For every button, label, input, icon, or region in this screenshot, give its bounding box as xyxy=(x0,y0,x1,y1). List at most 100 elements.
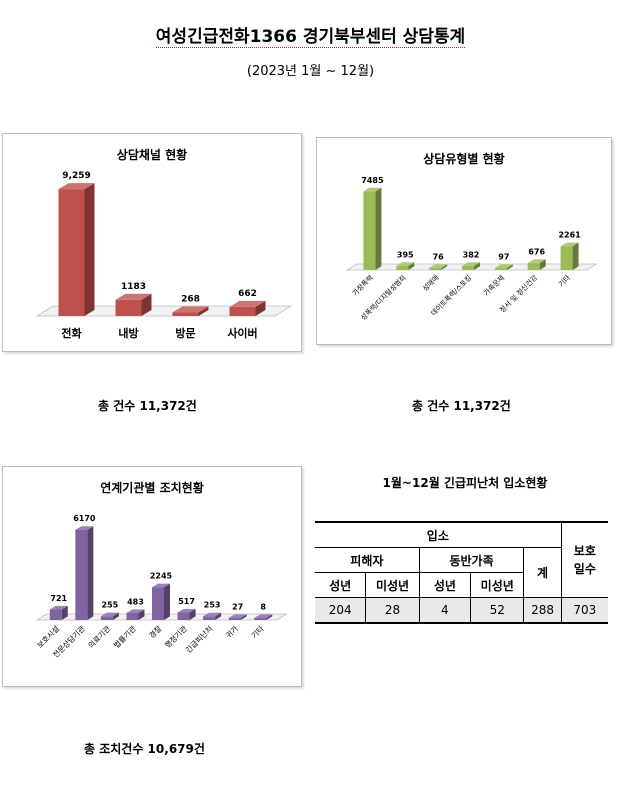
data-label: 517 xyxy=(178,597,195,606)
bar-top xyxy=(58,183,95,190)
channel-chart-panel: 상담채널 현황 9,259 전화 1183 내방 268 방문 662 사이버 xyxy=(2,133,302,352)
header-family: 동반가족 xyxy=(419,547,525,573)
bar xyxy=(203,616,216,620)
bar-top xyxy=(115,293,152,300)
bar xyxy=(229,306,256,316)
type-total: 총 건수 11,372건 xyxy=(412,399,511,413)
bar-top xyxy=(100,612,119,617)
data-label: 382 xyxy=(463,250,480,259)
data-label: 76 xyxy=(433,252,445,261)
bar xyxy=(254,618,267,620)
action-total: 총 조치건수 10,679건 xyxy=(84,742,205,756)
bar-side xyxy=(539,259,546,270)
bar-side xyxy=(141,293,152,316)
bar xyxy=(115,299,142,316)
tick-label: 법률기관 xyxy=(111,623,138,650)
bar-top xyxy=(172,306,209,313)
bar-top xyxy=(126,609,145,613)
tick-label: 가족문제 xyxy=(482,273,507,298)
bar xyxy=(228,618,241,620)
action-chart-panel: 연계기관별 조치현황 721 보호시설 6170 전문상담기관 255 의료기관 483 법률… xyxy=(2,466,302,687)
data-label: 721 xyxy=(50,594,67,603)
data-label: 268 xyxy=(181,294,200,304)
bar-side xyxy=(572,242,579,270)
shelter-table: 입소 보호일수 피해자 동반가족 계 성년 미성년 성년 미성년 204 28 … xyxy=(315,521,608,624)
data-label: 255 xyxy=(102,601,119,610)
bar xyxy=(58,189,85,316)
type-chart-panel: 상담유형별 현황 7485 가정폭력 395 성폭력/디지털성범죄 76 성매매 382 데이… xyxy=(316,137,612,345)
tick-label: 성매매 xyxy=(421,273,441,293)
bar xyxy=(363,191,376,270)
data-label: 483 xyxy=(127,597,144,606)
tick-label: 내방 xyxy=(118,326,138,340)
value-victim-adult: 204 xyxy=(315,597,367,623)
bar-side xyxy=(138,609,145,620)
bar-top xyxy=(152,583,170,588)
page-title: 여성긴급전화1366 경기북부센터 상담통계 xyxy=(155,27,466,48)
bar xyxy=(49,609,62,620)
data-label: 2245 xyxy=(150,572,173,581)
action-chart-title: 연계기관별 조치현황 xyxy=(100,481,204,495)
bar-top xyxy=(49,605,68,610)
bar-side xyxy=(240,614,247,620)
bar-side xyxy=(198,306,209,316)
data-label: 8 xyxy=(260,602,266,611)
value-protection-days: 703 xyxy=(561,597,608,623)
header-protection-days: 보호일수 xyxy=(573,544,596,576)
data-label: 1183 xyxy=(121,282,146,292)
header-family-adult: 성년 xyxy=(419,572,472,598)
tick-label: 전화 xyxy=(61,326,81,340)
header-victim: 피해자 xyxy=(315,547,420,573)
data-label: 395 xyxy=(397,250,414,259)
bar-top xyxy=(462,262,480,266)
data-label: 97 xyxy=(498,252,509,261)
bar-top xyxy=(228,614,247,618)
bar-top xyxy=(254,614,273,618)
bar xyxy=(462,265,474,270)
bar-side xyxy=(506,264,513,270)
bar-top xyxy=(203,612,222,617)
channel-chart: 9,259 전화 1183 내방 268 방문 662 사이버 xyxy=(35,171,293,340)
bar-top xyxy=(560,242,579,247)
bar-side xyxy=(61,605,68,620)
data-label: 7485 xyxy=(361,176,384,185)
tick-label: 긴급피난처 xyxy=(183,623,214,654)
bar xyxy=(75,529,88,620)
bar-top xyxy=(494,264,513,268)
bar xyxy=(494,268,507,270)
bar-top xyxy=(527,259,546,263)
bar-side xyxy=(84,183,95,316)
bar xyxy=(429,268,442,270)
header-victim-adult: 성년 xyxy=(315,572,367,598)
data-label: 662 xyxy=(238,289,257,299)
bar-side xyxy=(266,614,273,620)
header-sum: 계 xyxy=(523,547,562,598)
bar-side xyxy=(215,612,222,620)
tick-label: 방문 xyxy=(175,326,195,340)
channel-chart-title: 상담채널 현황 xyxy=(116,148,188,162)
value-sum: 288 xyxy=(523,597,562,623)
value-family-minor: 52 xyxy=(470,597,525,623)
bar-top xyxy=(229,300,266,307)
bar xyxy=(126,612,139,620)
data-label: 2261 xyxy=(558,231,581,240)
page-subtitle: (2023년 1월 ~ 12월) xyxy=(246,64,375,79)
bar-side xyxy=(164,583,170,620)
bar-side xyxy=(408,262,415,270)
bar-top xyxy=(363,187,382,192)
bar-side xyxy=(112,612,119,620)
value-victim-minor: 28 xyxy=(365,597,420,623)
tick-label: 사이버 xyxy=(227,326,257,340)
tick-label: 귀가 xyxy=(223,623,240,640)
tick-label: 기타 xyxy=(250,624,266,640)
tick-label: 의료기관 xyxy=(86,623,113,650)
bar-side xyxy=(441,264,448,270)
type-chart: 7485가정폭력395성폭력/디지털성범죄76성매매382데이트폭력/스토킹97… xyxy=(345,176,598,322)
bar xyxy=(560,246,573,270)
action-chart: 721보호시설6170전문상담기관255의료기관483법률기관2245경찰517… xyxy=(35,514,288,660)
data-label: 6170 xyxy=(73,514,96,523)
bar xyxy=(396,265,409,270)
shelter-table-title: 1월~12월 긴급피난처 입소현황 xyxy=(382,476,548,490)
bar-side xyxy=(87,526,94,620)
header-admission: 입소 xyxy=(315,522,562,548)
